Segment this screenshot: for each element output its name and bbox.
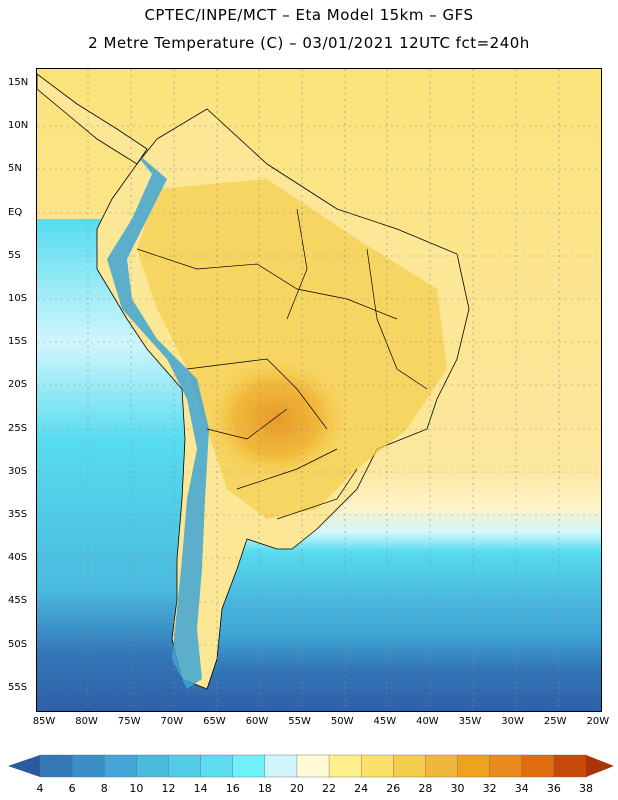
lon-tick-label: 30W [501,716,524,727]
lat-tick-label: 40S [8,552,28,564]
graticule [37,69,601,711]
colorbar-tick-label: 32 [482,782,497,795]
colorbar-tick-label: 20 [289,782,304,795]
lon-tick-label: 45W [373,716,397,727]
colorbar-tick-label: 30 [450,782,465,795]
colorbar-tick-label: 26 [386,782,401,795]
colorbar-tick-label: 38 [579,782,593,795]
colorbar-tick-label: 18 [257,782,272,795]
colorbar-box [296,754,330,778]
lat-tick-label: 20S [8,379,28,391]
lat-tick-label: 55S [8,681,28,693]
colorbar-box [553,754,587,778]
lon-tick-label: 70W [160,716,184,727]
colorbar-box [457,754,491,778]
colorbar-tick-label: 14 [193,782,208,795]
colorbar-box [328,754,362,778]
lon-tick-label: 25W [543,716,567,727]
lat-tick-label: 10N [8,120,29,132]
lon-tick-label: 80W [75,716,98,727]
lat-tick-label: 5N [8,163,22,175]
chart-title-line1: CPTEC/INPE/MCT – Eta Model 15km – GFS [144,6,474,24]
andes-cold-strip [107,149,209,689]
colorbar-tick-label: 24 [354,782,369,795]
lon-tick-label: 65W [203,716,226,727]
colorbar-box [104,754,138,778]
colorbar-under-arrow [8,755,40,777]
lat-tick-label: 15N [8,77,29,88]
colorbar-tick-label: 28 [418,782,433,795]
lon-tick-label: 35W [458,716,482,727]
central-america [37,73,148,165]
colorbar-box [168,754,202,778]
colorbar-tick-label: 36 [546,782,561,795]
lon-tick-label: 20W [586,716,610,727]
lat-tick-label: 45S [8,595,28,607]
chart-title-line2: 2 Metre Temperature (C) – 03/01/2021 12U… [88,34,530,52]
colorbar-tick-label: 12 [161,782,176,795]
colorbar-box [136,754,170,778]
colorbar-tick-label: 8 [100,782,108,795]
lat-tick-label: 15S [8,336,28,348]
lat-tick-label: 50S [8,638,28,650]
colorbar-box [71,754,105,778]
colorbar-tick-label: 6 [68,782,76,795]
colorbar-box [489,754,523,778]
lat-tick-label: 25S [8,422,28,434]
colorbar-box [521,754,555,778]
lon-tick-label: 50W [330,716,354,727]
lon-tick-label: 55W [288,716,311,727]
lat-tick-label: 35S [8,509,28,520]
colorbar-box [425,754,459,778]
lon-tick-label: 85W [32,716,56,727]
lon-tick-label: 60W [245,716,269,727]
colorbar-box [264,754,298,778]
colorbar-tick-label: 34 [514,782,529,795]
colorbar-box [200,754,234,778]
lat-tick-label: 5S [8,249,21,261]
colorbar-tick-label: 10 [129,782,144,795]
colorbar-box [232,754,266,778]
colorbar-over-arrow [586,755,614,777]
colorbar-box [393,754,427,778]
hot-core [207,359,347,479]
map-canvas [37,69,601,711]
lat-tick-label: EQ [8,206,23,218]
temperature-map [36,68,602,712]
lon-tick-label: 40W [416,716,439,727]
colorbar-tick-label: 22 [322,782,337,795]
country-borders [136,208,428,520]
colorbar-tick-label: 4 [36,782,44,795]
colorbar-box [39,754,73,778]
colorbar [8,754,614,778]
lat-tick-label: 10S [8,293,28,304]
lon-tick-label: 75W [117,716,141,727]
colorbar-tick-label: 16 [225,782,240,795]
colorbar-box [360,754,394,778]
lat-tick-label: 30S [8,465,28,477]
